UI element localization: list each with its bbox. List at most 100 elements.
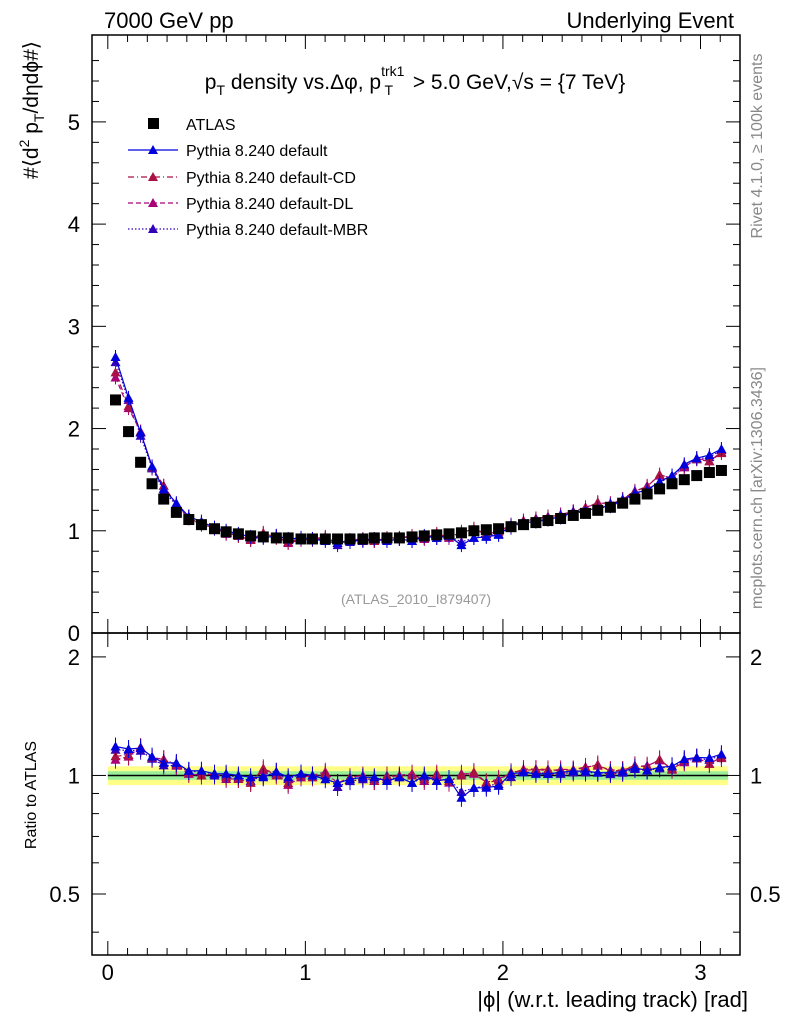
y-tick-label: 4 bbox=[68, 212, 80, 237]
point-default bbox=[158, 483, 169, 493]
ratio-point-default bbox=[407, 777, 418, 787]
ratio-point-default bbox=[369, 772, 380, 782]
point-atlas bbox=[208, 523, 220, 535]
point-atlas bbox=[641, 488, 653, 500]
point-default bbox=[135, 427, 146, 437]
ratio-point-default bbox=[456, 792, 467, 802]
ratio-point-default bbox=[147, 751, 158, 761]
series-line-mbr bbox=[114, 361, 722, 546]
ratio-series-group bbox=[107, 737, 729, 807]
rivet-label: Rivet 4.1.0, ≥ 100k events bbox=[749, 54, 766, 239]
ratio-point-default bbox=[518, 767, 529, 777]
analysis-id: (ATLAS_2010_I879407) bbox=[341, 591, 491, 607]
point-cd bbox=[654, 469, 665, 479]
ratio-y-tick-label-left: 2 bbox=[68, 645, 80, 670]
point-atlas bbox=[306, 533, 318, 545]
point-default bbox=[110, 352, 121, 361]
point-atlas bbox=[480, 524, 492, 536]
point-atlas bbox=[393, 532, 405, 544]
legend-entry-atlas: ATLAS bbox=[148, 117, 236, 134]
ratio-point-default bbox=[605, 767, 616, 777]
ratio-point-default bbox=[530, 768, 541, 778]
ratio-point-default bbox=[320, 774, 331, 784]
ratio-y-tick-label-left: 1 bbox=[68, 763, 80, 788]
point-atlas bbox=[678, 474, 690, 486]
legend-marker-atlas bbox=[148, 118, 159, 129]
point-cd bbox=[110, 367, 121, 377]
point-default bbox=[493, 529, 504, 539]
point-default bbox=[171, 498, 182, 508]
point-atlas bbox=[220, 526, 232, 538]
title-p2-sup: trk1 bbox=[381, 63, 405, 79]
x-tick-label: 1 bbox=[299, 960, 311, 985]
point-atlas bbox=[555, 513, 567, 525]
point-atlas bbox=[332, 533, 344, 545]
x-tick-label: 0 bbox=[102, 960, 114, 985]
ylabel-sup: 2 bbox=[16, 139, 32, 147]
legend-marker-default bbox=[148, 145, 158, 154]
point-atlas bbox=[344, 533, 356, 545]
ratio-point-default bbox=[443, 774, 454, 784]
ratio-point-default bbox=[110, 741, 121, 751]
point-atlas bbox=[270, 532, 282, 544]
point-default bbox=[691, 453, 702, 463]
legend-marker-mbr bbox=[148, 224, 158, 233]
legend-entry-dl: Pythia 8.240 default-DL bbox=[128, 196, 353, 213]
ratio-point-default bbox=[394, 772, 405, 782]
point-atlas bbox=[505, 521, 517, 533]
ylabel-p2: p bbox=[20, 122, 43, 140]
point-atlas bbox=[654, 483, 666, 495]
title-p4: s = {7 TeV} bbox=[523, 71, 625, 94]
y-axis-label: #⟨d2 pT/dηdϕ#⟩ bbox=[16, 41, 47, 179]
point-atlas bbox=[357, 533, 369, 545]
ratio-point-default bbox=[716, 749, 727, 759]
y-tick-label: 1 bbox=[68, 519, 80, 544]
ratio-point-default bbox=[419, 770, 430, 780]
ratio-point-cd bbox=[110, 751, 121, 761]
x-tick-label: 3 bbox=[694, 960, 706, 985]
ratio-y-tick-label-right: 0.5 bbox=[750, 882, 781, 907]
header-left: 7000 GeV pp bbox=[104, 8, 234, 33]
point-atlas bbox=[530, 517, 542, 529]
point-default bbox=[123, 392, 134, 402]
ratio-plot-frame bbox=[91, 632, 741, 956]
point-atlas bbox=[381, 532, 393, 544]
point-atlas bbox=[455, 527, 467, 539]
ratio-point-default bbox=[431, 775, 442, 785]
ratio-point-default bbox=[123, 743, 134, 753]
title-p1-sub: T bbox=[216, 82, 225, 98]
y-tick-label: 2 bbox=[68, 417, 80, 442]
ratio-point-default bbox=[258, 772, 269, 782]
point-default bbox=[716, 444, 727, 453]
point-atlas bbox=[715, 464, 727, 476]
point-atlas bbox=[195, 519, 207, 531]
ratio-point-default bbox=[704, 752, 715, 762]
ratio-point-default bbox=[183, 765, 194, 775]
title-p3: > 5.0 GeV, bbox=[407, 71, 512, 94]
ratio-point-default bbox=[171, 757, 182, 767]
title-p1: p bbox=[205, 71, 217, 94]
legend-marker-dl bbox=[148, 198, 158, 207]
point-atlas bbox=[542, 515, 554, 527]
ratio-point-default bbox=[283, 772, 294, 782]
ratio-point-default bbox=[642, 765, 653, 775]
point-atlas bbox=[617, 497, 629, 509]
ratio-y-tick-label-right: 2 bbox=[750, 645, 762, 670]
point-atlas bbox=[170, 506, 182, 518]
legend-label-dl: Pythia 8.240 default-DL bbox=[186, 196, 353, 213]
series-group bbox=[110, 350, 727, 553]
ratio-point-default bbox=[245, 772, 256, 782]
legend-entry-mbr: Pythia 8.240 default-MBR bbox=[128, 222, 368, 239]
series-line-dl bbox=[114, 377, 722, 544]
ratio-point-default bbox=[233, 770, 244, 780]
ratio-point-default bbox=[158, 757, 169, 767]
point-atlas bbox=[282, 532, 294, 544]
ratio-point-default bbox=[506, 768, 517, 778]
point-atlas bbox=[232, 528, 244, 540]
point-atlas bbox=[368, 532, 380, 544]
point-atlas bbox=[123, 426, 135, 438]
point-atlas bbox=[431, 529, 443, 541]
ratio-point-default bbox=[568, 766, 579, 776]
point-atlas bbox=[517, 519, 529, 531]
ylabel-p1: #⟨d bbox=[20, 147, 43, 179]
